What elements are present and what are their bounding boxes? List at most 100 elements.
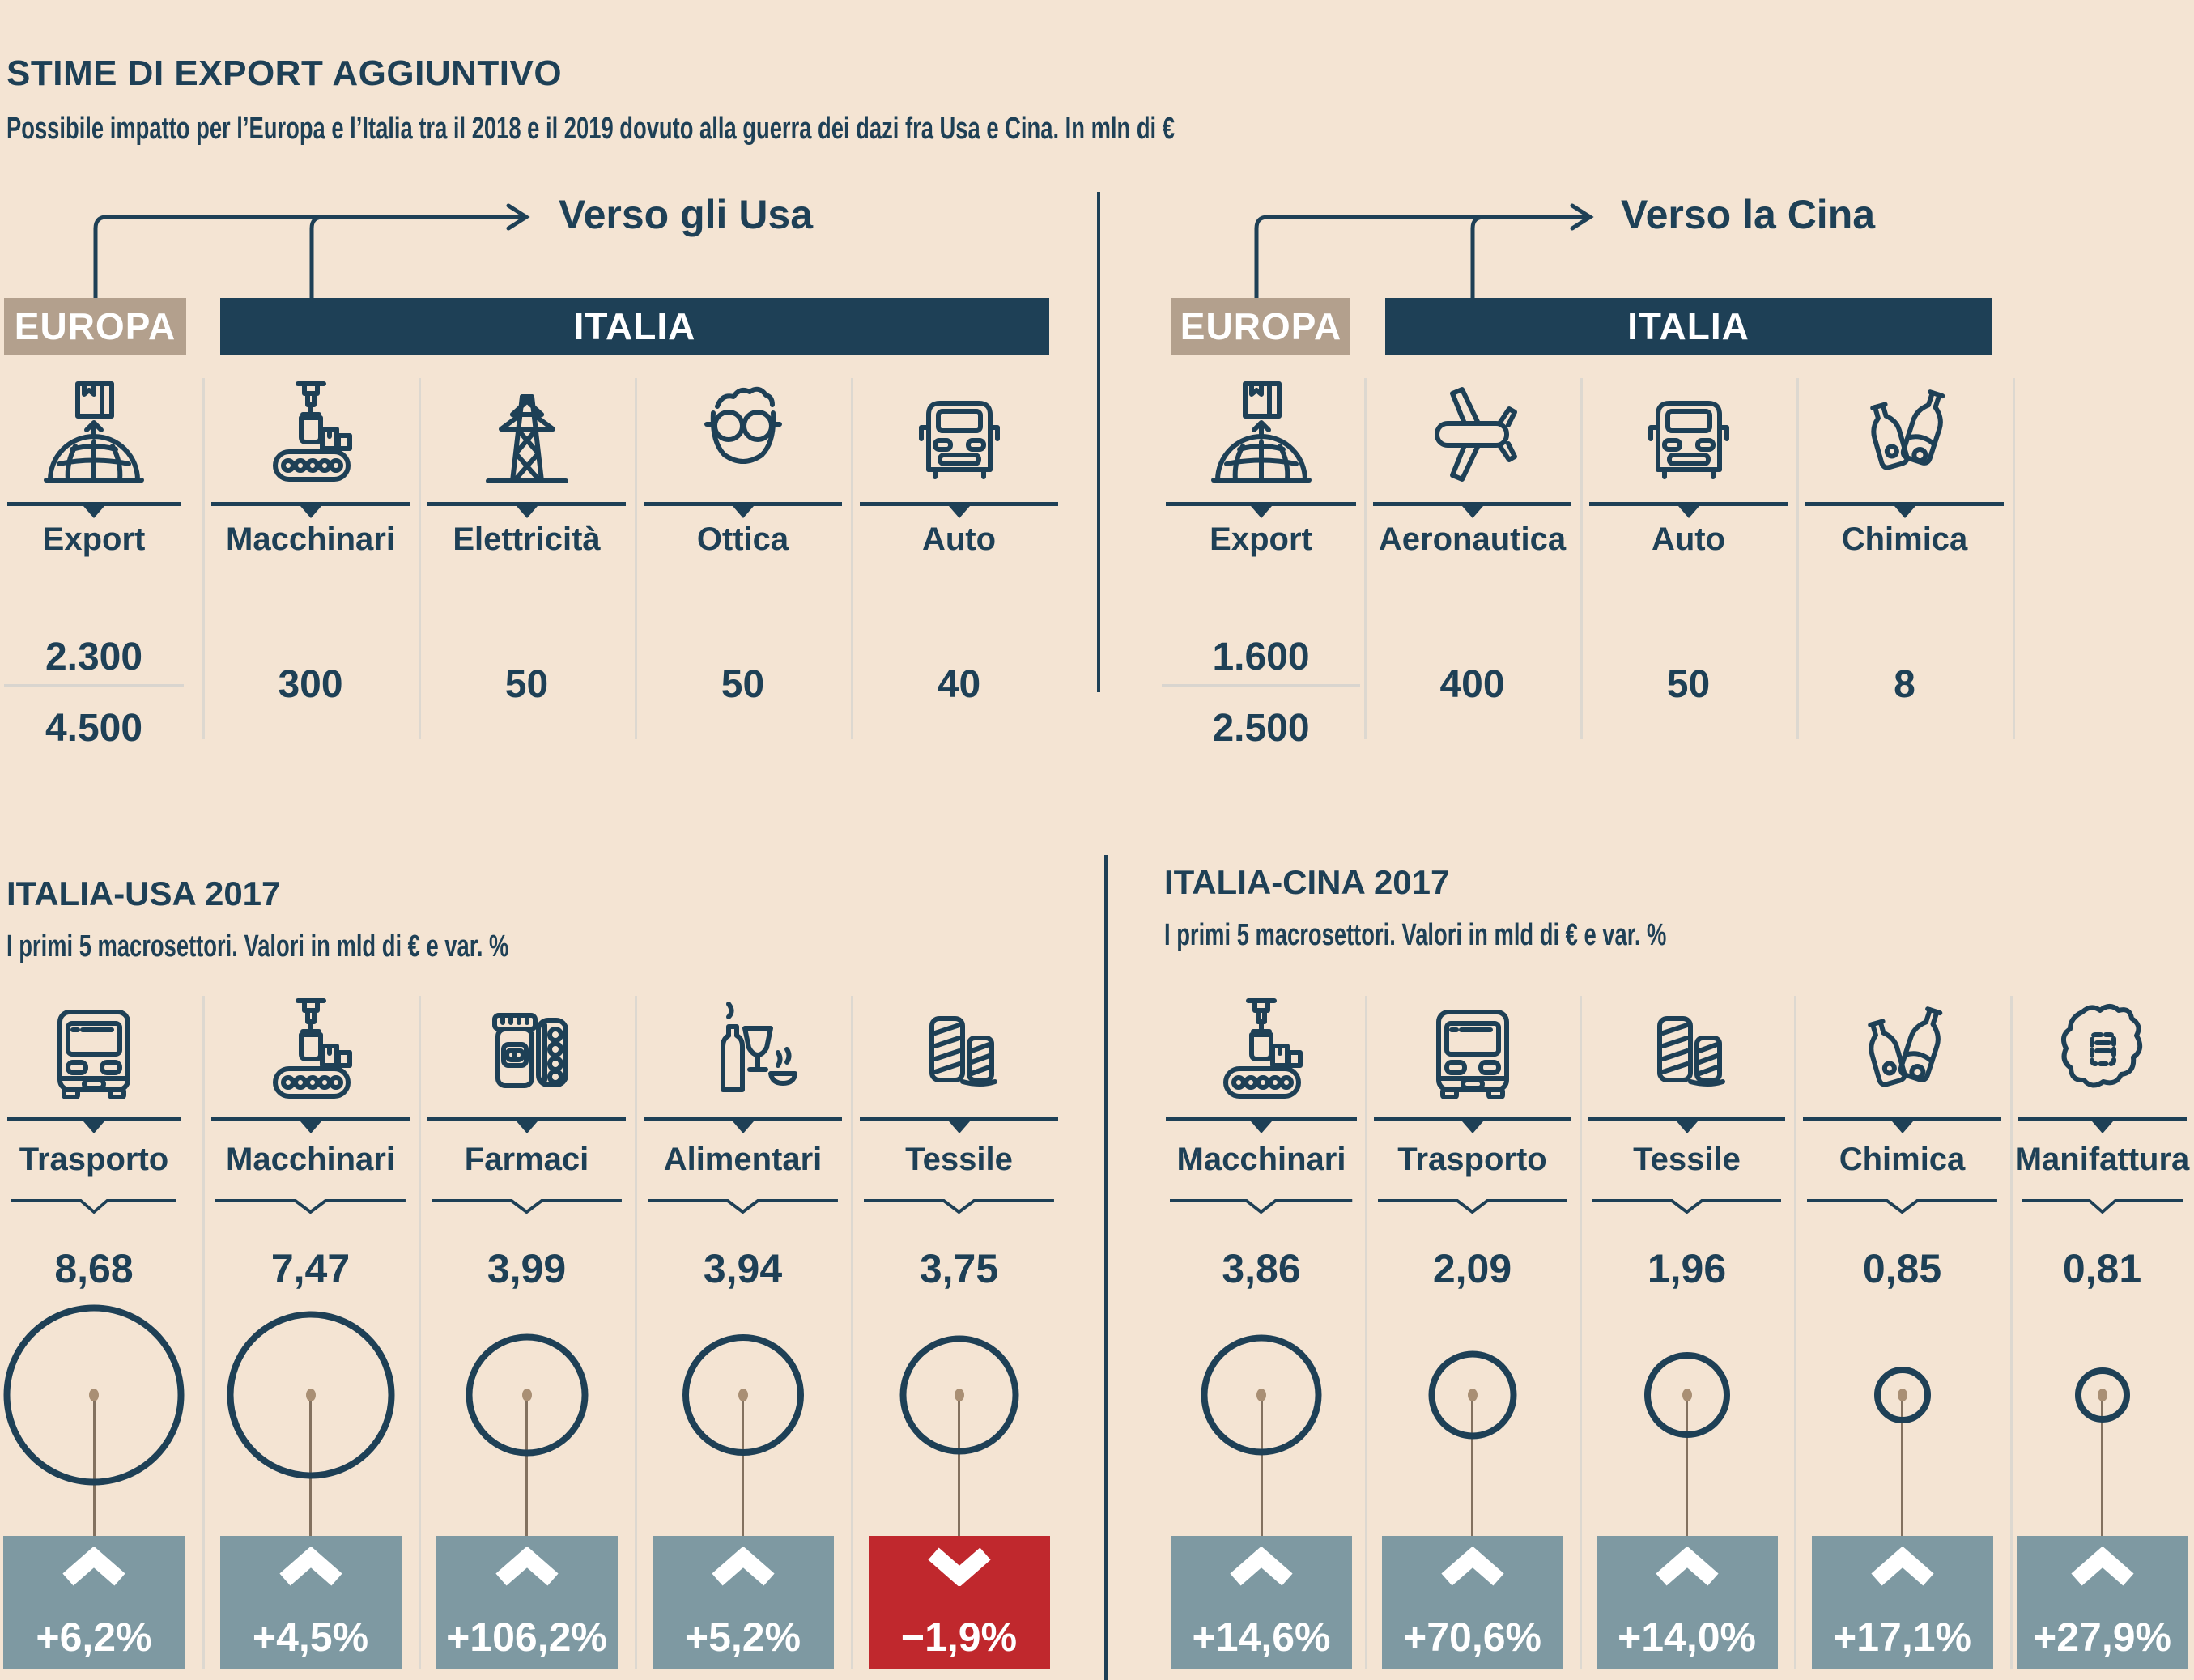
triangle-marker: [732, 506, 754, 518]
notch-line: [1807, 1199, 1997, 1214]
change-value: +5,2%: [684, 1614, 801, 1660]
column-divider: [1796, 378, 1799, 739]
change-value: −1,9%: [900, 1614, 1018, 1660]
estimate-column: Auto 40: [851, 372, 1067, 753]
van-icon: [903, 377, 1016, 491]
europa-bar-usa: EUROPA: [4, 298, 186, 355]
change-value: +27,9%: [2033, 1614, 2171, 1660]
sector-value: 40: [937, 663, 981, 706]
arrow-up-icon: [1655, 1547, 1719, 1586]
arrow-up-icon: [495, 1547, 559, 1586]
underline: [643, 502, 843, 506]
direction-label-usa: Verso gli Usa: [559, 192, 814, 237]
sector-value: 2,09: [1432, 1246, 1512, 1291]
panel-divider-bottom: [1104, 855, 1108, 1680]
sector-value: 1,96: [1647, 1246, 1727, 1291]
europa-label: EUROPA: [14, 305, 176, 347]
triangle-marker: [948, 1121, 970, 1133]
flasks-icon: [1846, 994, 1959, 1108]
change-box: +4,5%: [219, 1536, 402, 1669]
change-value: +4,5%: [252, 1614, 369, 1660]
stem-line: [1471, 1395, 1473, 1536]
value-bubble: [1873, 1367, 1931, 1423]
sector-value: 3,94: [703, 1246, 783, 1291]
leather-icon: [2046, 994, 2159, 1108]
triangle-marker: [2091, 1121, 2113, 1133]
stem-line: [742, 1395, 744, 1536]
arrow-up-icon: [2070, 1547, 2134, 1586]
notch-line: [2021, 1199, 2183, 1214]
sector-column: Manifattura 0,81 +27,9%: [2010, 994, 2194, 1680]
value-bubble: [227, 1311, 394, 1479]
change-value: +6,2%: [36, 1614, 152, 1660]
arrow-up-icon: [711, 1547, 775, 1586]
bubble-center-dot: [1467, 1389, 1478, 1401]
sector-value: 7,47: [270, 1246, 351, 1291]
underline: [427, 502, 627, 506]
notch-line: [1592, 1199, 1782, 1214]
triangle-marker: [1250, 506, 1272, 518]
sector-column: Macchinari 7,47 +4,5%: [202, 994, 419, 1680]
underline: [1805, 502, 2005, 506]
sector-label: Alimentari: [663, 1142, 823, 1177]
sector-label: Macchinari: [226, 521, 395, 557]
sector-label: Ottica: [696, 521, 789, 557]
sector-label: Export: [1210, 521, 1312, 557]
sector-column: Trasporto 2,09 +70,6%: [1365, 994, 1580, 1680]
estimate-column: Elettricità 50: [419, 372, 635, 753]
bubble-center-dot: [2097, 1389, 2107, 1401]
change-value: +106,2%: [446, 1614, 607, 1660]
bubble-center-dot: [738, 1389, 748, 1401]
change-value: +14,6%: [1192, 1614, 1331, 1660]
bracket-arrow-cina: [1254, 203, 1594, 302]
italia-label: ITALIA: [1627, 305, 1750, 347]
underline: [643, 1117, 843, 1121]
column-divider: [851, 378, 853, 739]
arrow-up-icon: [1230, 1547, 1293, 1586]
column-divider: [1365, 996, 1367, 1669]
sector-value: 50: [504, 663, 549, 706]
sector-value: 50: [721, 663, 765, 706]
triangle-marker: [948, 506, 970, 518]
triangle-marker: [1894, 506, 1915, 518]
column-divider: [202, 378, 205, 739]
triangle-marker: [1251, 1121, 1272, 1133]
sector-label: Manifattura: [2014, 1142, 2190, 1177]
sector-column: Macchinari 3,86 +14,6%: [1158, 994, 1365, 1680]
estimate-column: Macchinari 300: [202, 372, 419, 753]
section-title-cina: ITALIA-CINA 2017: [1164, 863, 1450, 901]
sector-value: 3,86: [1222, 1246, 1301, 1291]
underline: [1588, 1117, 1786, 1121]
column-divider: [419, 996, 421, 1669]
estimate-column: Chimica 8: [1796, 372, 2013, 753]
sector-value: 400: [1439, 663, 1505, 706]
page-subtitle: Possibile impatto per l’Europa e l’Itali…: [6, 112, 1175, 146]
change-box: +70,6%: [1381, 1536, 1563, 1669]
estimate-column: Auto 50: [1580, 372, 1796, 753]
sector-label: Macchinari: [1176, 1142, 1346, 1177]
stem-line: [525, 1395, 528, 1536]
notch-line: [1170, 1199, 1353, 1214]
underline: [1166, 1117, 1357, 1121]
triangle-marker: [1461, 1121, 1483, 1133]
underline: [859, 1117, 1059, 1121]
range-rule: [1162, 684, 1360, 687]
sector-value: 0,85: [1862, 1246, 1942, 1291]
yarn-icon: [1631, 994, 1744, 1108]
conveyor-icon: [254, 377, 368, 491]
sector-label: Chimica: [1839, 1142, 1966, 1177]
value-low: 2.300: [45, 636, 143, 678]
sector-label: Macchinari: [226, 1142, 395, 1177]
triangle-marker: [83, 1121, 104, 1133]
value-bubble: [466, 1333, 588, 1457]
column-divider: [202, 996, 205, 1669]
underline: [7, 502, 181, 506]
sector-label: Tessile: [905, 1142, 1013, 1177]
arrow-down-icon: [927, 1547, 991, 1586]
underline: [427, 1117, 627, 1121]
sector-label: Farmaci: [464, 1142, 589, 1177]
sector-label: Chimica: [1841, 521, 1968, 557]
arrow-up-icon: [1440, 1547, 1504, 1586]
food-icon: [687, 994, 800, 1108]
